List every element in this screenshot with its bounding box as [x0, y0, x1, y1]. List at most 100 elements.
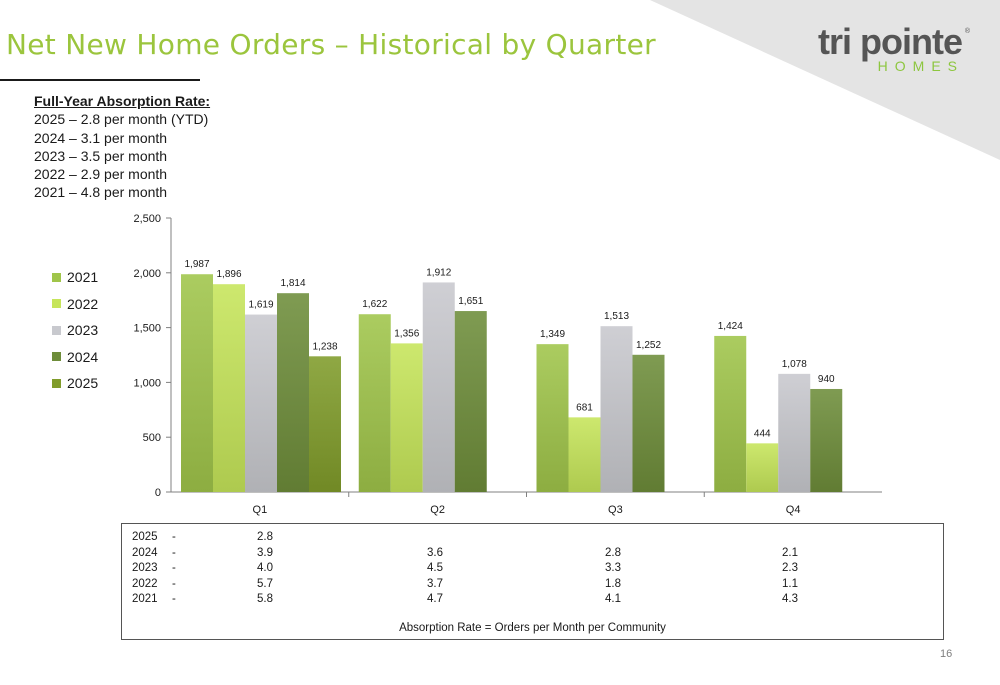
absorption-cell: 2.3	[782, 562, 798, 574]
absorption-cell: 2.1	[782, 546, 798, 559]
absorption-row-dash: -	[172, 531, 176, 543]
bar-2024-Q3	[632, 354, 665, 492]
bar-data-label: 1,349	[540, 329, 565, 340]
absorption-row-dash: -	[172, 562, 176, 574]
logo-wordmark: tri pointe	[818, 21, 963, 62]
bar-2024-Q1	[277, 293, 309, 492]
bar-data-label: 1,814	[280, 278, 305, 289]
corner-decoration	[650, 0, 1000, 160]
x-tick-label: Q4	[786, 504, 801, 516]
absorption-row-year: 2024	[132, 546, 158, 559]
absorption-cell: 3.9	[257, 546, 273, 559]
corner-triangle	[650, 0, 1000, 160]
bar-2022-Q2	[390, 343, 423, 492]
bar-data-label: 1,513	[604, 311, 629, 322]
absorption-line: 2022 – 2.9 per month	[34, 166, 168, 183]
bar-2021-Q1	[181, 274, 213, 492]
x-tick-label: Q2	[430, 504, 445, 516]
title-rule	[0, 79, 200, 81]
y-tick-label: 1,000	[133, 377, 161, 389]
absorption-row-dash: -	[172, 577, 176, 590]
absorption-line: 2021 – 4.8 per month	[34, 184, 168, 201]
absorption-row-dash: -	[172, 593, 176, 605]
bar-data-label: 1,424	[718, 321, 743, 332]
absorption-row-2023: 2023 - 4.0 4.5 3.3 2.3	[122, 561, 943, 576]
legend-swatch	[52, 378, 61, 388]
y-tick-label: 1,500	[133, 323, 161, 335]
legend-item-2025: 2025	[52, 370, 98, 397]
company-logo: tri pointe ® HOMES	[810, 21, 970, 75]
bar-data-label: 1,912	[426, 267, 451, 278]
absorption-row-2022: 2022 - 5.7 3.7 1.8 1.1	[122, 577, 943, 592]
absorption-rate-summary: Full-Year Absorption Rate: 2025 – 2.8 pe…	[34, 92, 210, 202]
absorption-cell: 4.7	[427, 593, 443, 605]
orders-bar-chart: 0 500 1,000 1,500 2,000 2,500 Q1 1,987 1,896 1,61…	[133, 213, 882, 516]
bar-data-label: 1,987	[184, 259, 209, 270]
y-tick-label: 500	[143, 432, 161, 444]
bar-2023-Q4	[778, 373, 811, 492]
absorption-cell: 5.7	[257, 577, 273, 590]
bar-2022-Q3	[568, 417, 601, 492]
bar-data-label: 1,238	[312, 341, 337, 352]
absorption-row-year: 2025	[132, 531, 158, 543]
chart-legend: 2021 2022 2023 2024 2025	[52, 264, 98, 397]
bar-data-label: 1,619	[248, 300, 273, 311]
bar-2024-Q2	[454, 311, 487, 492]
absorption-table: Absorption Rate = Orders per Month per C…	[121, 523, 944, 640]
absorption-cell: 5.8	[257, 593, 273, 605]
absorption-cell: 2.8	[605, 546, 621, 559]
legend-item-2021: 2021	[52, 264, 98, 291]
absorption-cell: 1.8	[605, 577, 621, 590]
bar-2025-Q1	[309, 356, 341, 492]
y-tick-label: 0	[155, 487, 161, 499]
logo-subtitle: HOMES	[877, 58, 964, 74]
bar-data-label: 1,356	[394, 328, 419, 339]
legend-label: 2025	[67, 375, 99, 392]
absorption-line: 2023 – 3.5 per month	[34, 147, 168, 164]
legend-swatch	[52, 352, 61, 362]
absorption-line: 2025 – 2.8 per month (YTD)	[34, 111, 209, 128]
page-number: 16	[940, 648, 953, 660]
absorption-row-2021: 2021 - 5.8 4.7 4.1 4.3	[122, 592, 943, 607]
absorption-row-year: 2022	[132, 577, 158, 590]
legend-item-2023: 2023	[52, 317, 98, 344]
absorption-line: 2024 – 3.1 per month	[34, 129, 168, 146]
absorption-row-dash: -	[172, 546, 176, 559]
bar-2021-Q2	[358, 314, 391, 492]
bar-2021-Q3	[536, 344, 569, 492]
absorption-list: 2025 – 2.8 per month (YTD) 2024 – 3.1 pe…	[34, 110, 210, 201]
y-tick-label: 2,500	[133, 213, 161, 225]
absorption-cell: 4.0	[257, 562, 273, 574]
legend-item-2024: 2024	[52, 344, 98, 371]
legend-label: 2023	[67, 322, 99, 339]
logo-registered-mark: ®	[964, 28, 970, 35]
absorption-cell: 1.1	[782, 577, 798, 590]
absorption-cell: 3.6	[427, 546, 443, 559]
absorption-heading: Full-Year Absorption Rate:	[34, 93, 211, 109]
x-tick-label: Q3	[608, 504, 623, 516]
bar-data-label: 1,651	[458, 296, 483, 307]
bar-2021-Q4	[714, 335, 747, 492]
legend-swatch	[52, 325, 61, 335]
bar-data-label: 444	[754, 428, 771, 439]
absorption-cell: 3.3	[605, 562, 621, 574]
absorption-cell: 4.3	[782, 593, 798, 605]
bar-data-label: 1,252	[636, 340, 661, 351]
absorption-table-note: Absorption Rate = Orders per Month per C…	[399, 622, 666, 634]
legend-label: 2024	[67, 348, 99, 365]
page-title: Net New Home Orders – Historical by Quar…	[6, 28, 656, 61]
absorption-row-year: 2023	[132, 562, 158, 574]
absorption-row-year: 2021	[132, 593, 158, 605]
absorption-cell: 2.8	[257, 531, 273, 543]
x-tick-label: Q1	[253, 504, 268, 516]
bar-2022-Q1	[213, 284, 245, 492]
bar-2023-Q3	[600, 326, 633, 492]
bar-2022-Q4	[746, 443, 779, 492]
bar-data-label: 1,896	[216, 269, 241, 280]
bar-data-label: 1,622	[362, 299, 387, 310]
legend-label: 2022	[67, 295, 99, 312]
bar-2023-Q2	[422, 282, 455, 492]
legend-item-2022: 2022	[52, 291, 98, 318]
absorption-cell: 4.1	[605, 593, 621, 605]
absorption-cell: 4.5	[427, 562, 443, 574]
